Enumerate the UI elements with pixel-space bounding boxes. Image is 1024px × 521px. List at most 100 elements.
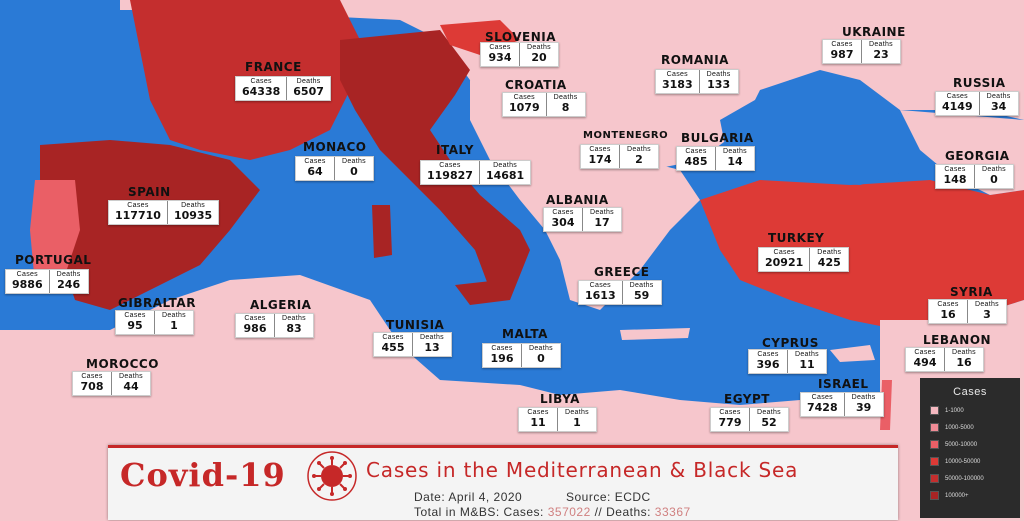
cases-header: Cases	[382, 334, 404, 341]
deaths-cell: Deaths 3	[967, 300, 1006, 323]
country-name: Malta	[502, 327, 548, 341]
country-name: Israel	[818, 377, 869, 391]
deaths-cell: Deaths 13	[412, 333, 451, 356]
deaths-cell: Deaths 14	[715, 147, 754, 170]
deaths-value: 14	[727, 155, 743, 168]
country-name: Algeria	[250, 298, 312, 312]
deaths-cell: Deaths 10935	[166, 201, 218, 224]
legend-swatch	[930, 457, 939, 466]
stats-box: Cases 117710 Deaths 10935	[108, 200, 220, 225]
deaths-header: Deaths	[553, 94, 578, 101]
stats-box: Cases 455 Deaths 13	[373, 332, 452, 357]
legend-label: 1000-5000	[945, 424, 974, 431]
cases-value: 708	[80, 380, 104, 393]
cases-value: 119827	[427, 169, 473, 182]
deaths-header: Deaths	[342, 158, 366, 165]
crete-land	[620, 328, 690, 340]
cases-value: 7428	[807, 401, 838, 414]
cases-header: Cases	[489, 44, 511, 51]
stats-box: Cases 1079 Deaths 8	[502, 92, 586, 117]
cases-header: Cases	[250, 78, 272, 85]
deaths-header: Deaths	[162, 312, 186, 319]
cases-value: 11	[530, 416, 546, 429]
cases-cell: Cases 779	[711, 408, 749, 431]
stats-box: Cases 9886 Deaths 246	[5, 269, 89, 294]
country-name: Romania	[661, 53, 729, 67]
country-name: Russia	[953, 76, 1006, 90]
cases-cell: Cases 148	[936, 165, 974, 188]
cases-value: 196	[490, 352, 514, 365]
deaths-header: Deaths	[627, 146, 651, 153]
cases-value: 396	[756, 358, 780, 371]
deaths-header: Deaths	[181, 202, 206, 209]
cases-value: 779	[718, 416, 742, 429]
cases-cell: Cases 64338	[236, 77, 286, 100]
stats-box: Cases 779 Deaths 52	[710, 407, 789, 432]
cases-cell: Cases 20921	[759, 248, 809, 271]
deaths-cell: Deaths 0	[974, 165, 1013, 188]
deaths-header: Deaths	[527, 44, 551, 51]
legend-item: 1000-5000	[930, 423, 1020, 432]
deaths-cell: Deaths 59	[621, 281, 661, 304]
deaths-value: 23	[873, 48, 889, 61]
country-name: Slovenia	[485, 30, 557, 44]
cases-header: Cases	[552, 209, 574, 216]
sicily-land	[455, 280, 510, 305]
deaths-header: Deaths	[869, 41, 893, 48]
legend-item: 100000+	[930, 491, 1020, 500]
deaths-cell: Deaths 20	[519, 43, 558, 66]
cases-value: 9886	[12, 278, 43, 291]
deaths-value: 16	[956, 356, 972, 369]
country-name: Cyprus	[762, 336, 819, 350]
stats-box: Cases 3183 Deaths 133	[655, 69, 739, 94]
stats-box: Cases 148 Deaths 0	[935, 164, 1014, 189]
deaths-value: 8	[561, 101, 570, 114]
country-name: Portugal	[15, 253, 92, 267]
stats-box: Cases 64338 Deaths 6507	[235, 76, 331, 101]
cases-value: 148	[943, 173, 967, 186]
stats-box: Cases 196 Deaths 0	[482, 343, 561, 368]
cases-cell: Cases 7428	[801, 393, 844, 416]
deaths-value: 0	[350, 165, 358, 178]
cases-value: 485	[684, 155, 708, 168]
title-banner: Covid-19 Cases in the Mediterranean & Bl…	[108, 445, 898, 520]
deaths-cell: Deaths 11	[787, 350, 826, 373]
cases-header: Cases	[124, 312, 146, 319]
stats-box: Cases 494 Deaths 16	[905, 347, 984, 372]
cases-header: Cases	[304, 158, 326, 165]
cases-value: 934	[488, 51, 512, 64]
cases-header: Cases	[16, 271, 38, 278]
banner-subtitle: Cases in the Mediterranean & Black Sea	[366, 458, 799, 482]
balkans-land	[470, 80, 700, 310]
stats-box: Cases 119827 Deaths 14681	[420, 160, 532, 185]
deaths-value: 1	[170, 319, 178, 332]
stats-box: Cases 934 Deaths 20	[480, 42, 559, 67]
cases-header: Cases	[946, 93, 968, 100]
stats-box: Cases 986 Deaths 83	[235, 313, 314, 338]
cyprus-land	[830, 345, 875, 362]
deaths-header: Deaths	[982, 166, 1006, 173]
deaths-header: Deaths	[757, 409, 781, 416]
cases-cell: Cases 987	[823, 40, 861, 63]
cases-cell: Cases 455	[374, 333, 412, 356]
deaths-cell: Deaths 17	[582, 208, 621, 231]
cases-header: Cases	[127, 202, 149, 209]
country-name: Montenegro	[583, 130, 669, 141]
cases-value: 987	[830, 48, 854, 61]
stats-box: Cases 11 Deaths 1	[518, 407, 597, 432]
cases-header: Cases	[937, 301, 959, 308]
stats-box: Cases 64 Deaths 0	[295, 156, 374, 181]
deaths-value: 133	[707, 78, 731, 91]
legend-label: 10000-50000	[945, 458, 981, 465]
cases-cell: Cases 196	[483, 344, 521, 367]
deaths-cell: Deaths 23	[861, 40, 900, 63]
cases-cell: Cases 174	[581, 145, 619, 168]
country-name: Tunisia	[386, 318, 445, 332]
legend-swatch	[930, 440, 939, 449]
sardinia-land	[372, 205, 392, 258]
stats-box: Cases 174 Deaths 2	[580, 144, 659, 169]
cases-header: Cases	[491, 345, 513, 352]
cases-value: 455	[381, 341, 405, 354]
deaths-value: 3	[983, 308, 991, 321]
cases-value: 1079	[509, 101, 540, 114]
